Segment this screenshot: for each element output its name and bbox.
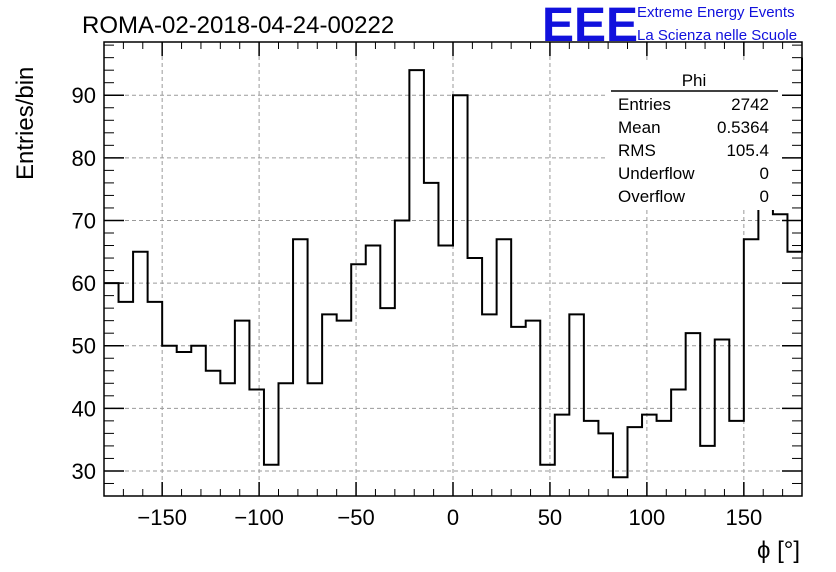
histogram-bin: [119, 302, 134, 496]
plot-frame: [103, 41, 803, 497]
histogram-bin: [322, 314, 337, 496]
chart-title: ROMA-02-2018-04-24-00222: [82, 12, 394, 39]
histogram-bin: [308, 383, 323, 496]
x-tick-label: 0: [447, 505, 459, 530]
histogram-bin: [642, 415, 657, 496]
histogram-bin: [380, 308, 395, 496]
eee-logo: EEE Extreme Energy Events La Scienza nel…: [542, 0, 797, 52]
y-tick-label: 90: [72, 83, 96, 108]
y-tick-label: 40: [72, 396, 96, 421]
histogram-bin: [453, 95, 468, 496]
logo-text: EEE: [542, 0, 638, 52]
stats-rms-value: 105.4: [726, 141, 769, 160]
histogram-bin: [468, 258, 483, 496]
y-tick-label: 50: [72, 334, 96, 359]
histogram-bin: [744, 239, 759, 496]
histogram-bin: [628, 427, 643, 496]
histogram-bin: [424, 183, 439, 496]
histogram-bin: [787, 252, 802, 496]
histogram-bin: [540, 465, 555, 496]
stats-entries-value: 2742: [731, 95, 769, 114]
histogram-bin: [584, 421, 599, 496]
histogram-bin: [395, 220, 410, 496]
histogram-bin: [555, 415, 570, 496]
x-tick-label: 100: [629, 505, 666, 530]
histogram-bin: [104, 283, 119, 496]
x-tick-label: −150: [137, 505, 187, 530]
histogram-bin: [409, 70, 424, 496]
histogram-bin: [526, 321, 541, 496]
histogram-bin: [569, 314, 584, 496]
histogram-bars: [104, 57, 803, 496]
histogram-bin: [598, 433, 613, 496]
histogram-bin: [686, 333, 701, 496]
y-tick-label: 80: [72, 146, 96, 171]
y-tick-label: 30: [72, 459, 96, 484]
stats-entries-label: Entries: [618, 95, 671, 114]
histogram-bin: [264, 465, 279, 496]
stats-rms-label: RMS: [618, 141, 656, 160]
histogram-bin: [438, 246, 453, 496]
histogram-bin: [337, 321, 352, 496]
histogram-bin: [206, 371, 221, 496]
stats-underflow-label: Underflow: [618, 164, 695, 183]
histogram-bin: [497, 239, 512, 496]
histogram-outline: [104, 57, 803, 479]
histogram-bin: [671, 390, 686, 496]
histogram-bin: [366, 246, 381, 496]
logo-line-2: La Scienza nelle Scuole: [637, 27, 797, 44]
histogram-bin: [133, 252, 148, 496]
y-tick-label: 70: [72, 208, 96, 233]
histogram-bin: [279, 383, 294, 496]
stats-box: Phi Entries 2742 Mean 0.5364 RMS 105.4 U…: [606, 62, 782, 210]
stats-mean-value: 0.5364: [717, 118, 769, 137]
x-tick-label: −100: [234, 505, 284, 530]
histogram-bin: [162, 346, 177, 496]
y-tick-label: 60: [72, 271, 96, 296]
x-tick-label: −50: [337, 505, 374, 530]
histogram-bin: [715, 339, 730, 496]
histogram-bin: [511, 327, 526, 496]
y-axis-label: Entries/bin: [12, 67, 39, 180]
histogram-bin: [220, 383, 235, 496]
histogram-bin: [657, 421, 672, 496]
histogram-bin: [249, 390, 264, 496]
histogram-bin: [729, 421, 744, 496]
histogram-bin: [235, 321, 250, 496]
axes: −150 −100 −50 0 50 100 150 30 40 50 60 70 80 90: [72, 42, 803, 530]
logo-line-1: Extreme Energy Events: [637, 4, 795, 21]
stats-mean-label: Mean: [618, 118, 661, 137]
stats-overflow-label: Overflow: [618, 187, 686, 206]
x-axis-label: ϕ [°]: [757, 537, 800, 564]
stats-title: Phi: [682, 71, 707, 90]
x-tick-label: 150: [725, 505, 762, 530]
x-tick-label: 50: [538, 505, 562, 530]
histogram-bin: [351, 264, 366, 496]
histogram-bin: [177, 352, 192, 496]
histogram-bin: [293, 239, 308, 496]
stats-underflow-value: 0: [760, 164, 769, 183]
stats-box-background: [606, 62, 782, 210]
histogram-bin: [700, 446, 715, 496]
histogram-bin: [482, 314, 497, 496]
histogram-bin: [773, 214, 788, 496]
histogram-bin: [613, 477, 628, 496]
histogram-bin: [191, 346, 206, 496]
stats-overflow-value: 0: [760, 187, 769, 206]
histogram-bin: [148, 302, 163, 496]
